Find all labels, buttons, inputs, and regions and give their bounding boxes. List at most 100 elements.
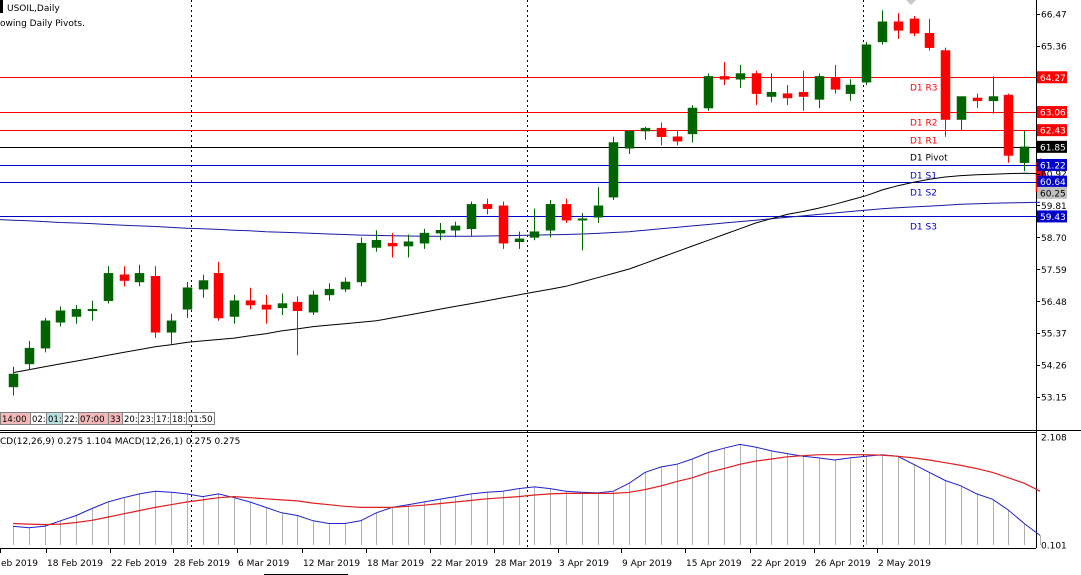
price-tick-label: 61.85 <box>1040 143 1066 153</box>
price-tick-label: 65.36 <box>1041 42 1067 52</box>
macd-tick-label: 2.108 <box>1041 434 1067 444</box>
candle-body <box>956 96 967 120</box>
price-tick-label: 66.47 <box>1041 11 1067 21</box>
candle-body <box>356 242 367 283</box>
candle <box>55 306 66 327</box>
candle-body <box>166 320 177 333</box>
candle <box>640 126 651 140</box>
candle <box>308 290 319 316</box>
time-tick-label: 22 Feb 2019 <box>111 559 167 569</box>
time-tick-label: 18 Mar 2019 <box>367 559 424 569</box>
candle-body <box>766 91 777 97</box>
time-tick-label: 26 Apr 2019 <box>815 559 871 569</box>
candle <box>988 76 999 114</box>
candle <box>956 96 967 132</box>
candle-body <box>498 205 509 244</box>
session-timer-label: 20: <box>124 415 138 425</box>
candle <box>277 293 288 316</box>
pivot-label: D1 S1 <box>910 172 937 182</box>
candle <box>798 70 809 111</box>
candle-body <box>87 309 98 312</box>
candle <box>24 340 35 370</box>
time-tick-label: 28 Mar 2019 <box>495 559 552 569</box>
candle <box>8 366 19 396</box>
candle-body <box>814 76 825 100</box>
macd-axis: 2.108 0.101 <box>1041 434 1067 552</box>
price-tag <box>1037 106 1067 119</box>
macd-tick-label: 0.101 <box>1041 542 1067 552</box>
candle <box>103 266 114 304</box>
candle <box>703 73 714 111</box>
candle-body <box>308 294 319 313</box>
candle-body <box>909 18 920 34</box>
macd-histogram <box>13 444 1041 545</box>
candle-body <box>71 309 82 317</box>
candle <box>466 201 477 236</box>
session-timer-strip: 14:00 02: 01: 22: 07:00 33 20: 23: 17: 18: 01:50 <box>0 412 215 425</box>
candle <box>845 79 856 101</box>
indicator-note: owing Daily Pivots. <box>0 19 85 29</box>
candle-body <box>545 204 556 231</box>
candle <box>198 274 209 298</box>
macd-main-line <box>12 443 1041 536</box>
time-tick-label: 12 Mar 2019 <box>303 559 360 569</box>
candle-body <box>561 204 572 221</box>
scroll-arrow-icon[interactable] <box>906 0 916 5</box>
candle <box>40 317 51 353</box>
candle <box>924 18 935 51</box>
session-timer-label: 23: <box>140 415 154 425</box>
candle-body <box>751 73 762 94</box>
price-tick-label: 60.64 <box>1040 178 1066 188</box>
candle-body <box>419 232 430 244</box>
candle <box>371 230 382 252</box>
time-tick-label: eb 2019 <box>1 559 38 569</box>
candle-body <box>877 21 888 43</box>
candle <box>751 70 762 106</box>
session-timer-label: 01: <box>48 415 62 425</box>
candle <box>893 13 904 40</box>
price-tick-label: 53.15 <box>1041 394 1067 404</box>
candle <box>119 266 130 287</box>
candle <box>182 281 193 318</box>
candle <box>719 62 730 86</box>
candle <box>861 41 872 86</box>
price-tick-label: 58.70 <box>1041 234 1067 244</box>
candle <box>514 231 525 249</box>
time-tick-label: 28 Feb 2019 <box>174 559 230 569</box>
price-tag <box>1037 210 1067 223</box>
candle-body <box>450 225 461 231</box>
candle-body <box>403 241 414 247</box>
candle-body <box>608 142 619 198</box>
candle <box>340 277 351 293</box>
session-timer-label: 01:50 <box>188 415 213 425</box>
candle-body <box>624 130 635 149</box>
candle <box>687 105 698 143</box>
candle <box>450 221 461 238</box>
candle <box>624 130 635 155</box>
candle-body <box>24 347 35 365</box>
time-tick-label: 22 Apr 2019 <box>751 559 807 569</box>
candle-body <box>1019 146 1030 163</box>
candle-body <box>261 304 272 310</box>
pivot-label: D1 S3 <box>910 223 937 233</box>
pivot-lines: D1 R3 D1 R2 D1 R1 D1 Pivot D1 S1 D1 S2 D1 S3 <box>0 77 1036 233</box>
session-timer-label: 17: <box>156 415 170 425</box>
candle-body <box>134 273 145 283</box>
macd-label: CD(12,26,9) 0.275 1.104 MACD(12,26,1) 0.… <box>0 437 240 447</box>
candle <box>672 131 683 146</box>
candle-body <box>687 107 698 135</box>
time-tick-label: 22 Mar 2019 <box>431 559 488 569</box>
candle-body <box>1003 94 1014 156</box>
candle <box>909 16 920 37</box>
candle-body <box>198 280 209 290</box>
candle-body <box>719 76 730 80</box>
moving-averages <box>0 172 1041 374</box>
candle-body <box>514 238 525 242</box>
candle-body <box>213 273 224 319</box>
candle <box>134 264 145 287</box>
time-tick-label: 15 Apr 2019 <box>686 559 742 569</box>
candle-body <box>798 91 809 97</box>
candle-body <box>988 96 999 102</box>
session-timer-label: 22: <box>64 415 78 425</box>
